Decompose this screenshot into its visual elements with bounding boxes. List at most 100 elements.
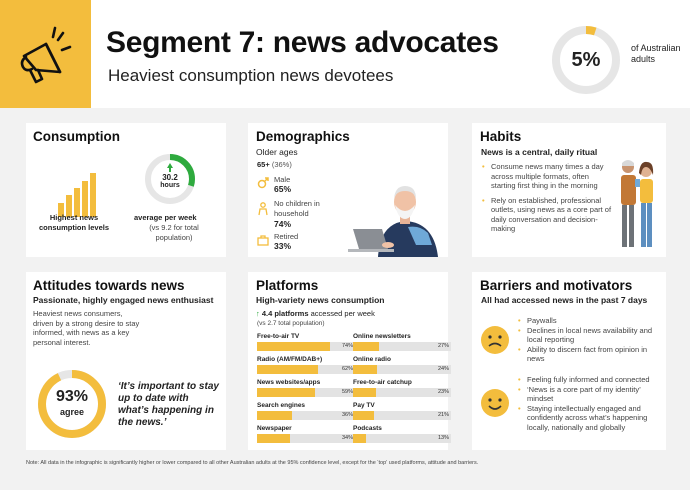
platform-fill [257,411,293,420]
platform-track: 13% [353,434,451,443]
platforms-card: Platforms High-variety news consumption … [248,272,451,450]
platform-track: 59% [257,388,355,397]
share-ring-arc [552,26,620,94]
platform-label: Radio (AM/FM/DAB+) [257,356,323,363]
motivator-bullet: Feeling fully informed and connected [518,375,664,385]
agree-value: 93% [55,388,89,405]
habits-bullet: Rely on established, professional outlet… [482,196,614,234]
retired-value: 33% [274,241,292,251]
consumption-levels-label: Highest news consumption levels [38,213,110,232]
footnote: Note: All data in the infographic is sig… [26,460,479,466]
habits-bullet: Consume news many times a day across mul… [482,162,614,191]
agree-ring-arc [38,370,106,438]
platform-value: 27% [437,343,449,349]
platform-value: 62% [341,366,353,372]
platform-label: Online radio [353,356,391,363]
habits-bullets: Consume news many times a day across mul… [482,162,614,234]
barriers-subtitle: All had accessed news in the past 7 days [481,295,648,305]
platform-track: 62% [257,365,355,374]
barrier-bullet: Ability to discern fact from opinion in … [518,345,664,364]
age-row: 65+ (36%) [257,160,292,169]
demographics-card: Demographics Older ages 65+ (36%) Male 6… [248,123,448,257]
platform-label: Online newsletters [353,333,411,340]
attitudes-title: Attitudes towards news [33,278,185,293]
share-ring: 5% [551,25,621,95]
platform-value: 59% [341,389,353,395]
platform-label: Free-to-air TV [257,333,300,340]
platform-fill [353,411,374,420]
older-man-laptop-illustration [348,186,438,257]
platform-track: 21% [353,411,451,420]
platform-label: News websites/apps [257,379,321,386]
header-icon-box [0,0,91,108]
barrier-bullets: Paywalls Declines in local news availabi… [518,316,664,364]
habits-card: Habits News is a central, daily ritual C… [472,123,666,257]
platform-label: Newspaper [257,425,292,432]
up-arrow-icon: ↑ [256,309,260,318]
rising-bars-icon [58,173,96,217]
platform-fill [257,434,291,443]
platform-fill [353,342,380,351]
hours-ring-arc [145,154,195,204]
header: Segment 7: news advocates Heaviest consu… [0,0,690,108]
platform-label: Podcasts [353,425,382,432]
platform-track: 36% [257,411,355,420]
platform-fill [257,365,318,374]
attitudes-card: Attitudes towards news Passionate, highl… [26,272,226,450]
platform-fill [353,388,376,397]
hours-value: 30.2 [162,173,178,182]
platform-fill [257,388,315,397]
consumption-title: Consumption [33,129,120,144]
platform-value: 36% [341,412,353,418]
platform-count-text: accessed per week [310,309,375,318]
platform-fill [257,342,330,351]
platform-count: 4.4 platforms [261,309,309,318]
male-label: Male [274,175,291,184]
habits-subtitle: News is a central, daily ritual [481,147,598,157]
barriers-title: Barriers and motivators [480,278,633,293]
page-subtitle: Heaviest consumption news devotees [108,66,394,85]
age-pct: (36%) [271,160,292,169]
children-label: No children in household [274,199,320,218]
briefcase-icon [257,235,269,246]
platform-track: 34% [257,434,355,443]
attitudes-subtitle: Passionate, highly engaged news enthusia… [33,295,214,305]
platform-track: 24% [353,365,451,374]
consumption-card: Consumption Highest news consumption lev… [26,123,226,257]
male-icon [257,177,269,189]
week-compare: (vs 9.2 for total population) [149,223,199,242]
share-label: of Australian adults [631,43,681,64]
agree-label: agree [59,407,85,417]
platforms-title: Platforms [256,278,319,293]
platform-value: 13% [437,435,449,441]
barriers-card: Barriers and motivators All had accessed… [472,272,666,450]
platform-value: 23% [437,389,449,395]
platform-value: 21% [437,412,449,418]
barrier-bullet: Declines in local news availability and … [518,326,664,345]
sad-face-icon [481,326,509,354]
page-title: Segment 7: news advocates [106,26,499,59]
platform-label: Free-to-air catchup [353,379,412,386]
no-children-icon [258,202,268,216]
up-arrow-icon [167,163,173,172]
platform-value: 74% [341,343,353,349]
platform-fill [353,365,377,374]
male-value: 65% [274,184,292,194]
demographics-subtitle: Older ages [256,147,298,157]
hours-unit: hours [160,182,180,189]
happy-face-icon [481,389,509,417]
platform-fill [353,434,366,443]
platform-value: 34% [341,435,353,441]
share-value: 5% [571,49,601,71]
children-value: 74% [274,219,292,229]
motivator-bullet: ‘News is a core part of my identity’ min… [518,385,664,404]
retired-label: Retired [274,232,299,241]
motivator-bullets: Feeling fully informed and connected ‘Ne… [518,375,664,432]
platforms-subtitle: High-variety news consumption [256,295,385,305]
agree-ring: 93% agree [37,369,107,439]
age-group: 65+ [257,160,270,169]
platform-track: 23% [353,388,451,397]
week-label: average per week [134,213,197,222]
platform-value: 24% [437,366,449,372]
platform-track: 27% [353,342,451,351]
